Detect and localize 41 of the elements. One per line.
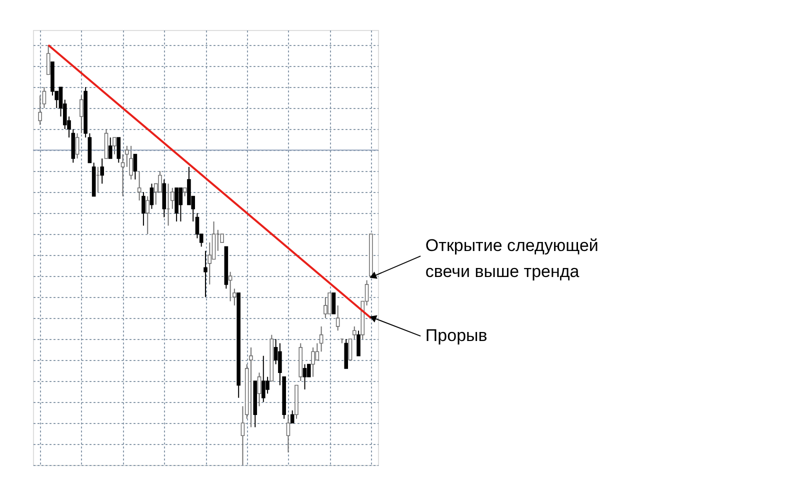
candlestick bbox=[257, 372, 262, 407]
candlestick bbox=[348, 338, 352, 360]
candlestick bbox=[290, 410, 294, 424]
candlestick bbox=[204, 250, 208, 298]
candlestick bbox=[319, 326, 324, 352]
candlestick bbox=[112, 136, 116, 155]
candlestick bbox=[240, 406, 245, 466]
candlestick bbox=[311, 346, 315, 378]
candlestick bbox=[286, 414, 290, 453]
candlestick bbox=[116, 136, 121, 164]
candlestick bbox=[324, 296, 328, 319]
text: Прорыв bbox=[425, 326, 488, 346]
candlestick bbox=[133, 154, 138, 180]
candlestick bbox=[178, 187, 183, 222]
candlestick bbox=[262, 355, 266, 403]
candlestick bbox=[332, 292, 336, 314]
candlestick bbox=[158, 170, 162, 193]
candlestick bbox=[75, 132, 80, 159]
candlestick bbox=[80, 95, 84, 134]
candlestick bbox=[129, 145, 133, 180]
candlestick bbox=[266, 376, 270, 394]
candlestick bbox=[150, 183, 154, 210]
candlestick bbox=[352, 326, 356, 340]
candlestick bbox=[137, 170, 142, 201]
candlestick bbox=[142, 192, 146, 226]
candlestick bbox=[315, 342, 320, 361]
candlestick bbox=[228, 271, 232, 302]
candlestick bbox=[120, 154, 125, 197]
candlestick bbox=[249, 346, 253, 428]
text: Открытие следующей свечи выше тренда bbox=[425, 236, 598, 282]
candlestick bbox=[336, 304, 340, 332]
candlestick bbox=[356, 330, 360, 356]
candlestick bbox=[42, 86, 46, 109]
candlestick bbox=[100, 158, 104, 184]
candlestick bbox=[46, 44, 50, 76]
candlestick bbox=[146, 196, 150, 235]
candlestick bbox=[108, 136, 112, 159]
candlestick bbox=[302, 364, 307, 390]
candlestick bbox=[328, 292, 332, 314]
candlestick bbox=[38, 95, 42, 126]
candlestick bbox=[195, 212, 200, 239]
